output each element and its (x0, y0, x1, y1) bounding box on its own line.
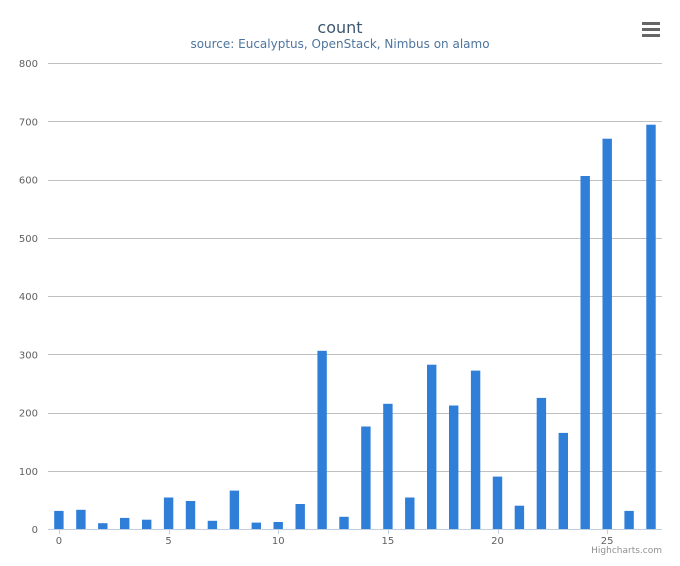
bar[interactable] (514, 505, 525, 529)
bar[interactable] (361, 426, 371, 530)
x-tick-label: 25 (601, 536, 614, 547)
y-tick-label: 300 (19, 350, 38, 361)
bar[interactable] (120, 517, 130, 529)
bar[interactable] (580, 176, 590, 529)
bar[interactable] (492, 476, 503, 529)
bar[interactable] (602, 138, 612, 529)
y-tick-label: 600 (19, 176, 38, 187)
bar[interactable] (251, 522, 261, 529)
bar[interactable] (646, 124, 656, 529)
bar[interactable] (427, 364, 437, 529)
y-tick-label: 500 (19, 234, 38, 245)
bar[interactable] (317, 350, 327, 529)
x-tick-label: 20 (491, 536, 504, 547)
x-axis-ticks: 0 5 10 15 20 25 (56, 529, 614, 547)
bar[interactable] (339, 516, 349, 529)
bar[interactable] (449, 405, 459, 530)
bar[interactable] (558, 432, 568, 529)
x-tick-label: 10 (272, 536, 285, 547)
bar[interactable] (142, 519, 152, 529)
bar[interactable] (383, 403, 393, 529)
hamburger-menu-icon[interactable] (642, 22, 660, 37)
bar[interactable] (185, 501, 196, 529)
bar[interactable] (273, 522, 283, 529)
bar[interactable] (163, 497, 174, 530)
bar[interactable] (470, 370, 481, 529)
x-tick-label: 15 (382, 536, 395, 547)
y-tick-label: 200 (19, 409, 38, 420)
bar[interactable] (295, 504, 305, 529)
y-tick-label: 0 (32, 525, 38, 536)
bar[interactable] (207, 520, 218, 529)
y-tick-label: 700 (19, 117, 38, 128)
bar[interactable] (98, 523, 108, 529)
bar[interactable] (54, 510, 64, 529)
y-tick-label: 100 (19, 467, 38, 478)
y-axis-ticks: 0 100 200 300 400 500 600 700 800 (19, 59, 38, 536)
bar[interactable] (536, 397, 547, 529)
y-tick-label: 800 (19, 59, 38, 70)
gridlines (48, 63, 662, 472)
bar[interactable] (624, 510, 634, 529)
bars (54, 124, 656, 530)
bar[interactable] (76, 509, 86, 529)
chart-subtitle: source: Eucalyptus, OpenStack, Nimbus on… (190, 37, 489, 51)
bar[interactable] (229, 490, 240, 529)
x-tick-label: 0 (56, 536, 62, 547)
x-tick-label: 5 (165, 536, 171, 547)
chart-title: count (317, 18, 362, 37)
credits[interactable]: Highcharts.com (591, 546, 662, 556)
bar[interactable] (405, 497, 415, 530)
y-tick-label: 400 (19, 292, 38, 303)
